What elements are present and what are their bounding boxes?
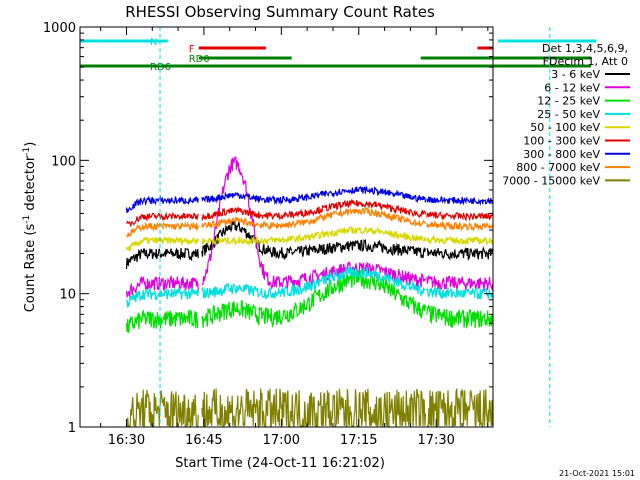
y-axis-label-part2: detector bbox=[23, 155, 38, 215]
flag-label: N bbox=[150, 37, 157, 48]
legend-entry-label: 6 - 12 keV bbox=[544, 81, 600, 94]
series-line bbox=[125, 286, 199, 308]
flag-label: RD6 bbox=[150, 62, 171, 73]
series-line bbox=[426, 196, 494, 206]
y-tick-label: 100 bbox=[51, 154, 76, 169]
series-line bbox=[426, 388, 494, 429]
axis-layer: 16:30 16:45 17:00 17:15 17:30 1 10 100 1000 bbox=[43, 21, 493, 448]
series-line bbox=[291, 269, 427, 321]
plot-layer bbox=[125, 156, 494, 429]
y-tick-label: 10 bbox=[59, 288, 76, 303]
legend-header: FDecim 1, Att 0 bbox=[543, 55, 628, 68]
series-line bbox=[201, 216, 293, 230]
legend-entry-label: 300 - 800 keV bbox=[523, 148, 600, 161]
series-line bbox=[426, 304, 494, 329]
generated-timestamp: 21-Oct-2021 15:01 bbox=[559, 469, 635, 478]
legend-entry-label: 3 - 6 keV bbox=[551, 68, 600, 81]
y-tick-label: 1000 bbox=[43, 21, 76, 36]
x-tick-label: 16:45 bbox=[185, 433, 222, 448]
chart-title: RHESSI Observing Summary Count Rates bbox=[125, 3, 435, 21]
series-line bbox=[125, 211, 199, 228]
plot-frame bbox=[79, 26, 494, 428]
series-line bbox=[201, 191, 293, 206]
series-line bbox=[291, 226, 427, 243]
series-line bbox=[291, 198, 427, 219]
series-line bbox=[291, 185, 427, 203]
legend-entry-label: 12 - 25 keV bbox=[537, 95, 600, 108]
series-line bbox=[426, 246, 494, 261]
series-line bbox=[125, 247, 199, 270]
x-tick-label: 17:15 bbox=[340, 433, 377, 448]
series-line bbox=[201, 235, 293, 246]
y-axis-label-part1: Count Rate (s bbox=[23, 224, 38, 313]
series-line bbox=[291, 265, 426, 297]
legend-header: Det 1,3,4,5,6,9, bbox=[542, 42, 628, 55]
series-line bbox=[125, 275, 199, 299]
series-line bbox=[291, 260, 427, 289]
series-line bbox=[201, 206, 293, 222]
series-line bbox=[426, 285, 494, 300]
legend-entry-label: 25 - 50 keV bbox=[537, 108, 600, 121]
series-line bbox=[125, 236, 199, 251]
legend-entry-label: 800 - 7000 keV bbox=[516, 161, 600, 174]
series-line bbox=[426, 275, 494, 292]
series-line bbox=[125, 308, 199, 333]
flag-label: RD0 bbox=[189, 54, 210, 65]
series-line bbox=[426, 219, 494, 232]
series-line bbox=[126, 389, 199, 427]
legend-entry-label: 7000 - 15000 keV bbox=[502, 174, 600, 187]
y-tick-label: 1 bbox=[68, 421, 76, 436]
series-line bbox=[125, 195, 199, 213]
x-tick-label: 17:00 bbox=[263, 433, 300, 448]
flag-label: F bbox=[189, 44, 195, 55]
legend-entry-label: 100 - 300 keV bbox=[523, 135, 600, 148]
series-line bbox=[126, 221, 199, 238]
series-line bbox=[201, 282, 293, 300]
series-line bbox=[291, 206, 427, 229]
series-line bbox=[291, 238, 427, 259]
series-line bbox=[426, 210, 494, 222]
x-tick-label: 17:30 bbox=[417, 433, 454, 448]
x-axis-label: Start Time (24-Oct-11 16:21:02) bbox=[175, 456, 385, 471]
x-tick-label: 16:30 bbox=[108, 433, 145, 448]
series-line bbox=[201, 300, 293, 328]
legend-entry-label: 50 - 100 keV bbox=[530, 121, 600, 134]
y-axis-label-sup1: -1 bbox=[22, 215, 32, 224]
series-line bbox=[426, 234, 494, 247]
series-line bbox=[201, 388, 293, 427]
y-axis-label: Count Rate (s-1 detector-1) bbox=[22, 142, 38, 313]
legend: Det 1,3,4,5,6,9,FDecim 1, Att 03 - 6 keV… bbox=[502, 42, 630, 187]
y-axis-label-part3: ) bbox=[23, 142, 38, 147]
y-axis-label-sup2: -1 bbox=[22, 147, 32, 156]
